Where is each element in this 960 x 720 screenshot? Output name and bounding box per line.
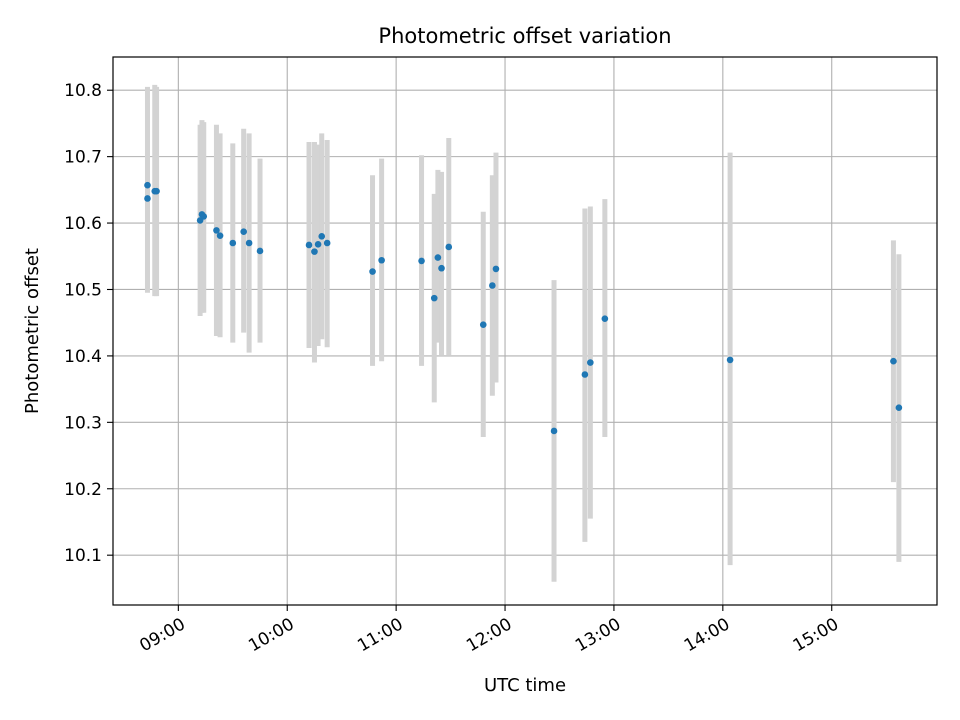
data-point	[434, 254, 442, 261]
y-axis-label: Photometric offset	[22, 248, 43, 414]
data-point	[144, 181, 151, 189]
data-point	[581, 371, 589, 378]
y-axis: 10.1 10.2 10.3 10.4 10.5 10.6 10.7 10.8	[64, 81, 113, 566]
y-tick-label: 10.6	[64, 214, 102, 234]
data-point	[895, 404, 903, 412]
data-point	[492, 265, 500, 273]
data-point	[890, 357, 897, 365]
x-axis-label: UTC time	[484, 675, 566, 696]
plot-frame	[112, 56, 938, 606]
data-point	[245, 239, 253, 247]
chart-title: Photometric offset variation	[378, 24, 671, 48]
data-point	[314, 241, 322, 248]
markers	[144, 181, 903, 435]
data-point	[305, 241, 313, 249]
data-point	[378, 256, 385, 264]
data-point	[587, 359, 594, 366]
data-point	[200, 213, 208, 220]
data-point	[479, 321, 487, 328]
data-point	[318, 233, 326, 240]
data-point	[550, 427, 558, 435]
data-point	[256, 247, 264, 255]
data-point	[216, 232, 224, 239]
data-point	[229, 239, 237, 247]
y-tick-label: 10.2	[64, 480, 102, 500]
data-point	[489, 282, 496, 289]
data-point	[323, 239, 331, 247]
data-point	[430, 294, 438, 302]
y-tick-label: 10.8	[64, 81, 102, 101]
data-point	[445, 243, 453, 251]
y-tick-label: 10.1	[64, 546, 102, 566]
data-point	[240, 228, 247, 235]
data-point	[213, 227, 220, 234]
data-point	[726, 356, 734, 364]
data-point	[144, 195, 151, 202]
data-point	[601, 315, 609, 323]
data-point	[153, 187, 160, 195]
data-point	[369, 268, 376, 275]
y-tick-label: 10.4	[64, 347, 102, 367]
y-tick-label: 10.5	[64, 280, 102, 300]
y-tick-label: 10.7	[64, 148, 102, 168]
data-point	[311, 248, 318, 255]
y-tick-label: 10.3	[64, 413, 102, 433]
data-point	[438, 264, 445, 272]
data-point	[418, 257, 425, 265]
